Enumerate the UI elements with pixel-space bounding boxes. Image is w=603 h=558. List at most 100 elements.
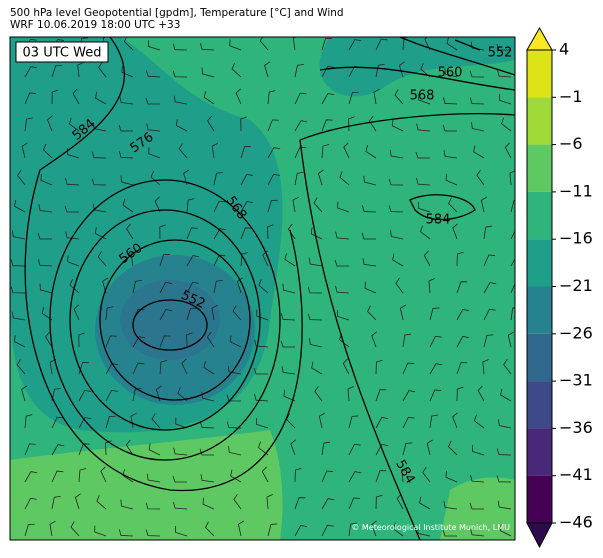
- wind-barb: [442, 124, 458, 132]
- wind-barb: [213, 172, 223, 186]
- wind-barb: [456, 362, 468, 375]
- wind-barb: [501, 117, 512, 132]
- wind-barb: [321, 524, 334, 537]
- wind-barb: [363, 175, 377, 186]
- wind-barb: [236, 277, 243, 294]
- wind-barb: [420, 63, 431, 78]
- wind-barb: [373, 88, 380, 105]
- wind-barb: [307, 313, 323, 321]
- colorbar-tick-label: −1: [559, 87, 583, 106]
- wind-barb: [470, 528, 485, 537]
- wind-barb: [294, 171, 304, 186]
- wind-barb: [240, 252, 249, 267]
- wind-barb: [482, 359, 489, 375]
- wind-barb: [95, 91, 107, 105]
- wind-barb: [445, 470, 458, 483]
- wind-barb: [282, 283, 296, 294]
- wind-barb: [155, 385, 162, 402]
- wind-barb: [471, 445, 485, 456]
- wind-barb: [343, 142, 350, 159]
- wind-barb: [78, 417, 92, 429]
- wind-barb: [294, 497, 306, 510]
- wind-barb: [132, 387, 142, 402]
- wind-barb: [173, 95, 188, 105]
- wind-barb: [91, 151, 107, 159]
- wind-barb: [294, 92, 307, 105]
- wind-barb: [207, 115, 215, 132]
- contour: [99, 239, 251, 401]
- wind-barb: [442, 97, 458, 105]
- wind-barb: [483, 282, 497, 294]
- wind-barb: [51, 89, 59, 105]
- time-label: 03 UTC Wed: [23, 46, 102, 61]
- wind-barb: [145, 529, 161, 537]
- wind-barb: [402, 390, 416, 402]
- wind-barb: [77, 62, 84, 78]
- wind-barb: [186, 307, 197, 321]
- colorbar-band: [527, 286, 552, 334]
- title: 500 hPa level Geopotential [gpdm], Tempe…: [10, 7, 344, 19]
- wind-barb: [105, 335, 117, 348]
- colorbar: 4 −1 −6 −11 −16 −21 −26 −31 −36 −41 −46: [526, 26, 593, 549]
- wind-barb: [230, 469, 242, 483]
- wind-barb: [361, 205, 377, 213]
- wind-barb: [342, 358, 350, 375]
- wind-barb: [254, 393, 269, 402]
- wind-barb: [483, 254, 496, 267]
- wind-barb: [443, 501, 458, 510]
- credit: © Meteorological Institute Munich, LMU: [351, 523, 510, 532]
- wind-barb: [69, 279, 80, 294]
- wind-barb: [24, 92, 37, 105]
- wind-barb: [146, 69, 161, 78]
- wind-barb: [159, 309, 173, 321]
- wind-barb: [426, 439, 433, 456]
- wind-barb: [294, 467, 302, 483]
- wind-barb: [154, 196, 161, 213]
- wind-barb: [178, 143, 188, 159]
- wind-barb: [203, 91, 215, 105]
- wind-barb: [424, 37, 431, 51]
- wind-barb: [253, 367, 269, 375]
- wind-barb: [392, 522, 404, 537]
- wind-barb: [375, 494, 383, 510]
- wind-barb: [497, 69, 512, 78]
- wind-barb: [473, 414, 485, 429]
- wind-barb: [290, 439, 296, 456]
- contour: [299, 113, 515, 141]
- wind-barb: [213, 228, 227, 240]
- wind-barb: [371, 331, 377, 348]
- wind-barb: [203, 361, 215, 375]
- wind-barb: [213, 279, 223, 294]
- wind-barb: [473, 145, 485, 159]
- wind-barb: [334, 259, 350, 267]
- wind-barb: [240, 146, 251, 159]
- wind-barb: [211, 142, 219, 159]
- wind-barb: [240, 227, 252, 240]
- wind-barb: [447, 440, 458, 456]
- wind-barb: [78, 332, 85, 348]
- wind-barb: [267, 90, 276, 105]
- wind-barb: [483, 308, 496, 321]
- wind-barb: [130, 412, 137, 429]
- wind-barb: [68, 117, 80, 132]
- wind-barb: [266, 494, 273, 510]
- wind-barb: [202, 497, 215, 510]
- wind-barb: [126, 223, 134, 240]
- colorbar-band: [527, 381, 552, 429]
- wind-barb: [213, 200, 226, 213]
- wind-barb: [186, 281, 199, 294]
- wind-barb: [375, 470, 387, 483]
- wind-barb: [510, 227, 515, 240]
- wind-barb: [12, 230, 26, 240]
- wind-barb: [499, 524, 512, 537]
- wind-barb: [477, 385, 485, 402]
- wind-barb: [24, 471, 38, 483]
- wind-barb: [499, 94, 512, 105]
- wind-barb: [321, 93, 335, 105]
- wind-barb: [177, 387, 188, 402]
- wind-barb: [233, 493, 242, 510]
- wind-barb: [38, 204, 53, 213]
- wind-barb: [476, 169, 485, 186]
- colorbar-tick-label: −11: [559, 181, 593, 200]
- wind-barb: [402, 442, 413, 456]
